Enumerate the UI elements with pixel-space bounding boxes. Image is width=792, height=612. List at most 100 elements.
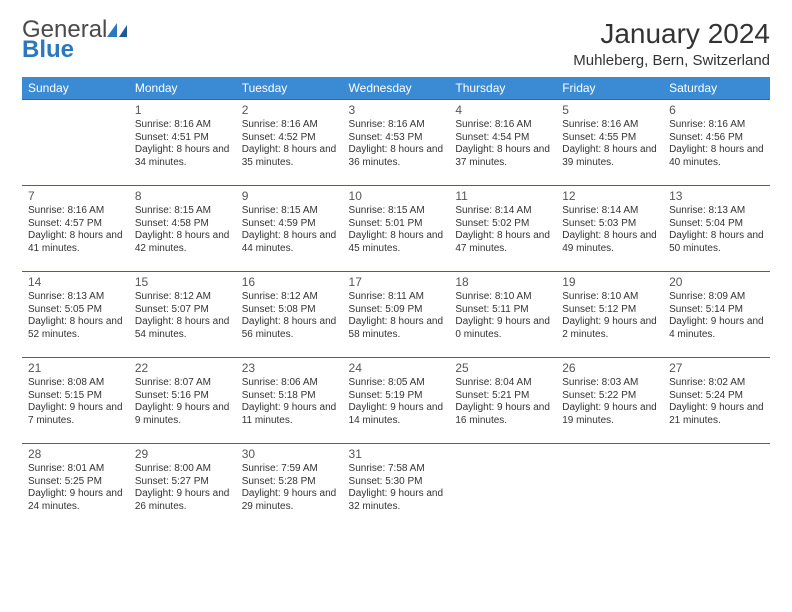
calendar-week-row: 1 Sunrise: 8:16 AM Sunset: 4:51 PM Daylight… [22,100,770,186]
sunrise-line: Sunrise: 8:13 AM [28,291,123,304]
title-block: January 2024 Muhleberg, Bern, Switzerlan… [573,18,770,69]
calendar-cell [22,100,129,186]
calendar-cell: 31Sunrise: 7:58 AMSunset: 5:30 PMDayligh… [343,444,450,530]
day-number: 8 [135,189,230,204]
daylight-line: Daylight: 8 hours and 49 minutes. [562,230,657,255]
sunrise-line: Sunrise: 8:15 AM [135,205,230,218]
sunset-line: Sunset: 5:25 PM [28,476,123,489]
day-header-row: Sunday Monday Tuesday Wednesday Thursday… [22,77,770,100]
sunrise-line: Sunrise: 7:58 AM [349,463,444,476]
sunset-line: Sunset: 5:01 PM [349,218,444,231]
day-number: 5 [562,103,657,118]
sunrise-line: Sunrise: 8:01 AM [28,463,123,476]
dayhdr-thu: Thursday [449,77,556,100]
day-number: 16 [242,275,337,290]
daylight-line: Daylight: 8 hours and 52 minutes. [28,316,123,341]
calendar-cell: 10Sunrise: 8:15 AMSunset: 5:01 PMDayligh… [343,186,450,272]
day-number: 7 [28,189,123,204]
sunset-line: Sunset: 5:21 PM [455,390,550,403]
sunset-line: Sunset: 4:56 PM [669,132,764,145]
sunset-line: Sunset: 5:03 PM [562,218,657,231]
daylight-line: Daylight: 8 hours and 45 minutes. [349,230,444,255]
sunrise-line: Sunrise: 8:13 AM [669,205,764,218]
calendar-cell [556,444,663,530]
calendar-cell: 5Sunrise: 8:16 AMSunset: 4:55 PMDaylight… [556,100,663,186]
calendar-cell: 13Sunrise: 8:13 AMSunset: 5:04 PMDayligh… [663,186,770,272]
calendar-cell: 25Sunrise: 8:04 AMSunset: 5:21 PMDayligh… [449,358,556,444]
sunrise-line: Sunrise: 8:10 AM [455,291,550,304]
daylight-line: Daylight: 9 hours and 7 minutes. [28,402,123,427]
day-number: 23 [242,361,337,376]
sunset-line: Sunset: 5:16 PM [135,390,230,403]
sunset-line: Sunset: 4:58 PM [135,218,230,231]
sunrise-line: Sunrise: 8:08 AM [28,377,123,390]
sunrise-line: Sunrise: 8:12 AM [242,291,337,304]
sunset-line: Sunset: 4:51 PM [135,132,230,145]
daylight-line: Daylight: 9 hours and 16 minutes. [455,402,550,427]
calendar-cell: 17Sunrise: 8:11 AMSunset: 5:09 PMDayligh… [343,272,450,358]
sunset-line: Sunset: 4:55 PM [562,132,657,145]
daylight-line: Daylight: 9 hours and 24 minutes. [28,488,123,513]
daylight-line: Daylight: 8 hours and 42 minutes. [135,230,230,255]
daylight-line: Daylight: 8 hours and 37 minutes. [455,144,550,169]
sunset-line: Sunset: 5:07 PM [135,304,230,317]
calendar-cell: 21Sunrise: 8:08 AMSunset: 5:15 PMDayligh… [22,358,129,444]
day-number: 27 [669,361,764,376]
day-number: 1 [135,103,230,118]
day-number: 29 [135,447,230,462]
day-number: 31 [349,447,444,462]
sunset-line: Sunset: 5:19 PM [349,390,444,403]
calendar-cell: 29Sunrise: 8:00 AMSunset: 5:27 PMDayligh… [129,444,236,530]
sunset-line: Sunset: 5:14 PM [669,304,764,317]
day-number: 20 [669,275,764,290]
daylight-line: Daylight: 8 hours and 39 minutes. [562,144,657,169]
day-number: 10 [349,189,444,204]
day-number: 28 [28,447,123,462]
sunrise-line: Sunrise: 8:14 AM [455,205,550,218]
sunset-line: Sunset: 4:52 PM [242,132,337,145]
location-label: Muhleberg, Bern, Switzerland [573,52,770,69]
calendar-cell: 1Sunrise: 8:16 AMSunset: 4:51 PMDaylight… [129,100,236,186]
daylight-line: Daylight: 9 hours and 29 minutes. [242,488,337,513]
sunset-line: Sunset: 5:08 PM [242,304,337,317]
daylight-line: Daylight: 8 hours and 56 minutes. [242,316,337,341]
calendar-cell: 4Sunrise: 8:16 AMSunset: 4:54 PMDaylight… [449,100,556,186]
sunset-line: Sunset: 5:05 PM [28,304,123,317]
calendar-cell: 2Sunrise: 8:16 AMSunset: 4:52 PMDaylight… [236,100,343,186]
dayhdr-sun: Sunday [22,77,129,100]
daylight-line: Daylight: 8 hours and 35 minutes. [242,144,337,169]
page-title: January 2024 [573,18,770,50]
sunrise-line: Sunrise: 8:06 AM [242,377,337,390]
calendar-cell: 7Sunrise: 8:16 AMSunset: 4:57 PMDaylight… [22,186,129,272]
calendar-week-row: 7Sunrise: 8:16 AMSunset: 4:57 PMDaylight… [22,186,770,272]
daylight-line: Daylight: 8 hours and 40 minutes. [669,144,764,169]
day-number: 3 [349,103,444,118]
sunrise-line: Sunrise: 8:00 AM [135,463,230,476]
sunset-line: Sunset: 4:57 PM [28,218,123,231]
sunset-line: Sunset: 5:24 PM [669,390,764,403]
sunrise-line: Sunrise: 8:16 AM [455,119,550,132]
calendar-table: Sunday Monday Tuesday Wednesday Thursday… [22,77,770,530]
day-number: 26 [562,361,657,376]
day-number: 14 [28,275,123,290]
sunset-line: Sunset: 5:15 PM [28,390,123,403]
sunrise-line: Sunrise: 8:10 AM [562,291,657,304]
day-number: 22 [135,361,230,376]
daylight-line: Daylight: 9 hours and 2 minutes. [562,316,657,341]
brand-logo: General Blue [22,18,127,62]
calendar-week-row: 28Sunrise: 8:01 AMSunset: 5:25 PMDayligh… [22,444,770,530]
sunrise-line: Sunrise: 8:16 AM [349,119,444,132]
sunrise-line: Sunrise: 7:59 AM [242,463,337,476]
day-number: 24 [349,361,444,376]
sunset-line: Sunset: 4:59 PM [242,218,337,231]
brand-name: General Blue [22,18,127,62]
sunset-line: Sunset: 5:18 PM [242,390,337,403]
day-number: 15 [135,275,230,290]
sunrise-line: Sunrise: 8:09 AM [669,291,764,304]
sunrise-line: Sunrise: 8:07 AM [135,377,230,390]
calendar-cell [449,444,556,530]
dayhdr-wed: Wednesday [343,77,450,100]
sunrise-line: Sunrise: 8:14 AM [562,205,657,218]
calendar-cell [663,444,770,530]
dayhdr-tue: Tuesday [236,77,343,100]
